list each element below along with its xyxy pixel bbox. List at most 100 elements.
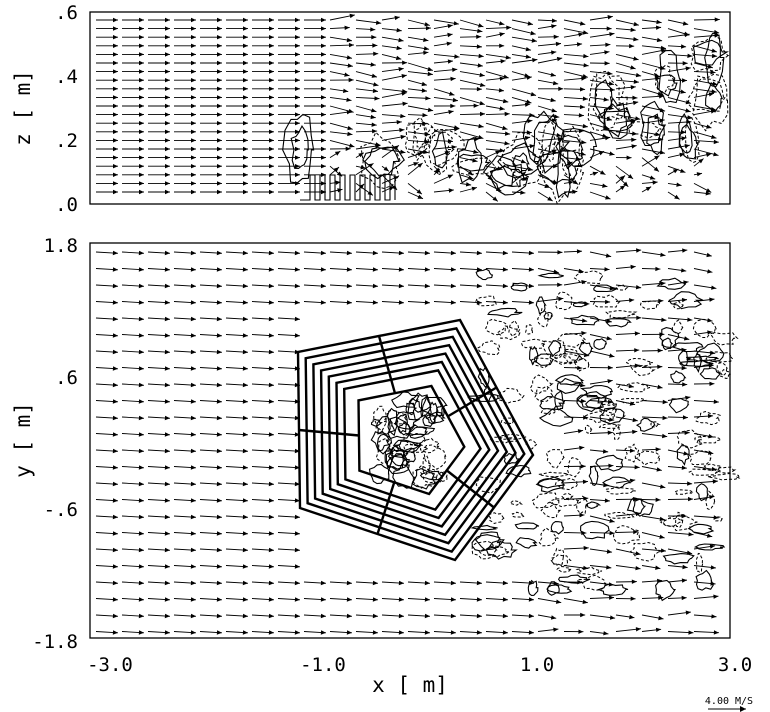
vector-arrowhead <box>592 171 598 176</box>
wake-contour <box>539 395 565 411</box>
vector-arrowhead <box>450 267 456 272</box>
vector-arrowhead <box>243 69 248 74</box>
vector-arrowhead <box>320 580 326 586</box>
wake-contour <box>585 501 602 509</box>
vector-arrowhead <box>165 103 170 109</box>
vector-arrowhead <box>696 172 702 177</box>
vector-arrowhead <box>645 186 652 192</box>
vector-arrowhead <box>682 61 688 66</box>
vector-arrowhead <box>421 81 427 87</box>
vector-arrowhead <box>547 196 553 201</box>
vector-arrowhead <box>295 129 300 134</box>
top-y-axis-label: z [ m] <box>11 70 35 146</box>
vector-arrowhead <box>500 59 506 64</box>
vector-arrowhead <box>706 533 713 538</box>
vector-arrowhead <box>165 78 170 83</box>
vector-arrowhead <box>682 564 688 570</box>
vector-arrowhead <box>606 549 612 554</box>
vector-arrowhead <box>191 155 196 160</box>
vector-arrowhead <box>425 26 431 31</box>
vector-arrowhead <box>544 183 550 188</box>
wake-contour <box>580 384 614 399</box>
courtyard-contour <box>373 405 387 432</box>
vector-arrowhead <box>450 630 456 635</box>
wake-contour <box>512 152 530 174</box>
wake-contour <box>595 454 624 472</box>
wake-contour <box>514 522 540 530</box>
vector-arrowhead <box>321 112 326 117</box>
vector-arrowhead <box>268 300 274 305</box>
vector-arrowhead <box>424 580 430 586</box>
vector-arrowhead <box>269 164 274 169</box>
vector-arrowhead <box>502 630 508 635</box>
wake-contour <box>364 146 400 180</box>
vector-arrowhead <box>112 366 118 371</box>
vector-arrowhead <box>191 43 196 48</box>
vector-arrowhead <box>138 481 144 487</box>
vector-arrowhead <box>582 599 588 604</box>
vector-arrowhead <box>424 597 430 602</box>
vector-arrowhead <box>190 366 196 371</box>
vector-arrowhead <box>242 382 248 388</box>
vector-arrowhead <box>629 614 635 620</box>
vector-arrowhead <box>448 109 454 115</box>
wake-contour <box>632 498 654 517</box>
wake-contour <box>540 408 557 416</box>
vector-arrowhead <box>681 578 687 583</box>
vector-arrowhead <box>217 189 222 195</box>
vector-arrowhead <box>608 81 614 86</box>
building-corridor <box>447 386 498 418</box>
vector-arrowhead <box>349 13 355 19</box>
courtyard-contour <box>382 409 408 425</box>
vector-arrowhead <box>139 35 144 40</box>
vector-arrowhead <box>520 190 526 195</box>
vector-arrowhead <box>295 78 300 83</box>
vector-arrowhead <box>687 317 693 322</box>
vector-arrowhead <box>472 158 478 163</box>
wake-contour <box>360 131 402 189</box>
vector-arrowhead <box>713 152 719 157</box>
wake-contour <box>555 127 598 167</box>
vector-arrowhead <box>294 597 300 602</box>
vector-arrowhead <box>577 429 584 434</box>
vector-arrowhead <box>450 283 456 289</box>
vector-arrowhead <box>217 26 222 31</box>
vector-arrowhead <box>191 138 196 143</box>
vector-arrowhead <box>242 432 248 437</box>
wake-contour <box>521 338 547 349</box>
vector-arrowhead <box>427 107 434 112</box>
vector-arrowhead <box>269 129 274 134</box>
vector-arrowhead <box>478 23 484 28</box>
vector-arrowhead <box>629 43 635 49</box>
top-contours <box>282 32 730 205</box>
courtyard-contour <box>387 416 411 440</box>
vector-arrowhead <box>498 88 504 93</box>
vector-arrowhead <box>633 21 639 27</box>
vector-arrowhead <box>164 382 170 388</box>
vector-arrowhead <box>524 135 531 141</box>
vector-arrowhead <box>112 250 118 256</box>
vector-arrowhead <box>112 316 118 322</box>
vector-arrowhead <box>606 565 612 570</box>
vector-arrowhead <box>346 300 352 305</box>
vector-arrowhead <box>681 595 687 601</box>
vector-arrowhead <box>347 125 353 131</box>
courtyard-contour <box>420 394 432 419</box>
vector-arrowhead <box>217 146 222 152</box>
wake-contour <box>695 483 709 502</box>
vector-arrowhead <box>524 102 531 107</box>
vector-arrowhead <box>635 72 642 78</box>
vector-arrowhead <box>113 121 118 126</box>
vector-arrowhead <box>683 451 689 456</box>
vector-arrowhead <box>628 384 634 389</box>
vector-arrowhead <box>190 267 196 272</box>
vector-arrowhead <box>606 26 612 31</box>
vector-arrowhead <box>191 189 196 195</box>
wake-contour <box>497 142 539 179</box>
vector-arrowhead <box>242 514 248 520</box>
wake-contour <box>557 332 587 348</box>
vector-arrowhead <box>294 481 300 487</box>
wake-contour <box>362 146 406 177</box>
vector-arrowhead <box>450 300 456 305</box>
vector-arrowhead <box>294 613 300 619</box>
